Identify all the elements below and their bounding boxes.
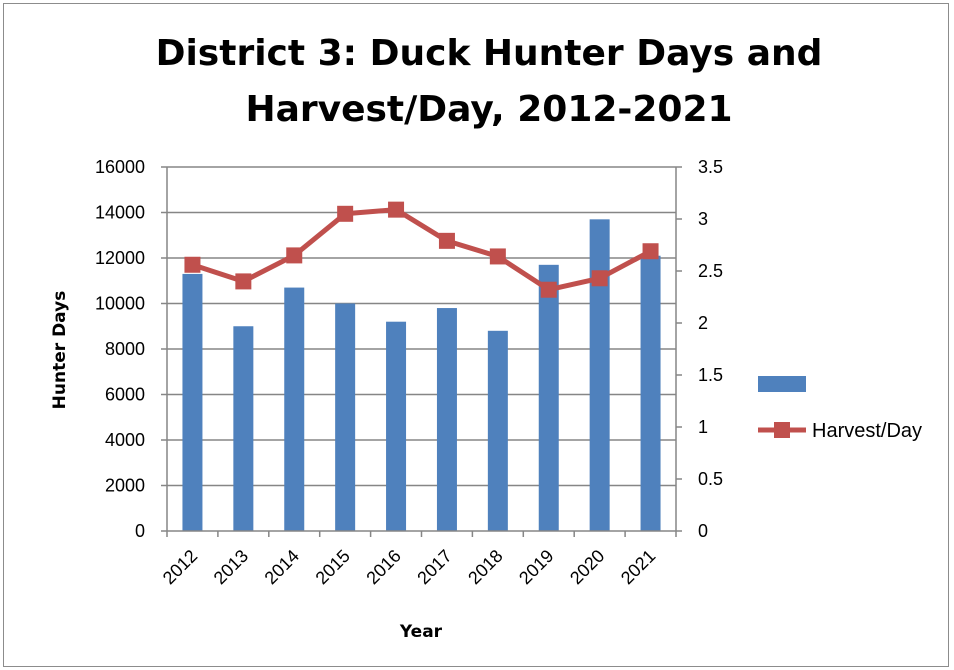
bar <box>233 326 254 531</box>
chart-title-line-1: District 3: Duck Hunter Days and <box>155 33 823 74</box>
y2-tick-label: 1.5 <box>698 365 723 385</box>
line-series <box>184 201 659 298</box>
x-axis-title: Year <box>399 622 443 642</box>
y2-tick-label: 1 <box>698 417 708 437</box>
x-tick-label: 2012 <box>159 546 201 588</box>
y-tick-label: 2000 <box>105 476 145 496</box>
axes <box>161 166 682 537</box>
bar <box>640 255 661 531</box>
line-marker <box>235 273 252 290</box>
line-marker <box>489 248 506 265</box>
line-marker <box>337 205 354 222</box>
line-marker <box>438 232 455 249</box>
y2-tick-label: 3.5 <box>698 157 723 177</box>
legend: Harvest/Day <box>758 376 922 442</box>
bar <box>335 303 356 531</box>
x-tick-label: 2017 <box>413 546 455 588</box>
x-tick-label: 2018 <box>464 546 506 588</box>
legend-marker-line <box>774 422 790 438</box>
x-tick-label: 2021 <box>617 546 659 588</box>
line-marker <box>540 281 557 298</box>
x-tick-label: 2020 <box>566 546 608 588</box>
bar <box>182 273 203 531</box>
bar <box>284 287 305 531</box>
bar <box>386 321 407 531</box>
y2-tick-label: 2 <box>698 313 708 333</box>
line-marker <box>184 256 201 273</box>
y2-tick-label: 3 <box>698 209 708 229</box>
y-tick-label: 4000 <box>105 430 145 450</box>
chart-title-line-2: Harvest/Day, 2012-2021 <box>245 89 733 130</box>
y2-tick-label: 0.5 <box>698 469 723 489</box>
y-tick-label: 10000 <box>95 294 145 314</box>
harvest-line <box>191 207 652 293</box>
bar <box>436 308 457 531</box>
x-tick-label: 2019 <box>515 546 557 588</box>
x-tick-label: 2014 <box>261 546 303 588</box>
x-tick-label: 2016 <box>362 546 404 588</box>
legend-swatch-bar <box>758 376 806 392</box>
y-tick-label: 6000 <box>105 385 145 405</box>
y2-tick-label: 0 <box>698 521 708 541</box>
y-axis-title: Hunter Days <box>50 291 70 410</box>
line-marker <box>286 247 303 264</box>
line-marker <box>642 243 659 260</box>
y-tick-label: 14000 <box>95 203 145 223</box>
line-marker <box>388 201 405 218</box>
chart-frame <box>3 3 949 667</box>
bar-series <box>182 219 661 531</box>
bar <box>538 264 559 531</box>
bar <box>589 219 610 531</box>
y-tick-label: 12000 <box>95 248 145 268</box>
bar <box>487 330 508 531</box>
y-tick-label: 8000 <box>105 339 145 359</box>
x-tick-label: 2015 <box>312 546 354 588</box>
legend-label-line: Harvest/Day <box>812 420 922 442</box>
x-tick-label: 2013 <box>210 546 252 588</box>
y2-tick-label: 2.5 <box>698 261 723 281</box>
y-tick-label: 0 <box>135 521 145 541</box>
line-marker <box>591 270 608 287</box>
y-tick-label: 16000 <box>95 157 145 177</box>
